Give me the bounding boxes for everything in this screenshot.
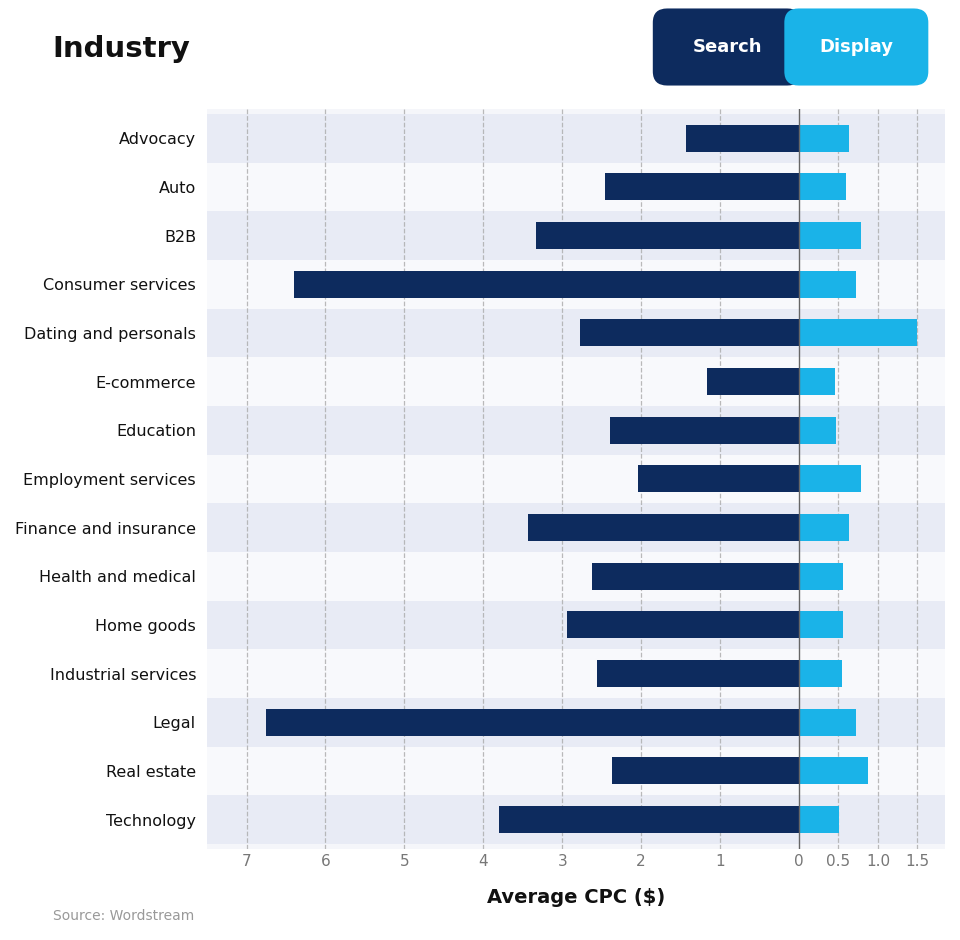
Bar: [592, 563, 799, 589]
Bar: [638, 465, 799, 493]
Bar: [799, 368, 834, 395]
Bar: [207, 697, 945, 746]
Bar: [207, 795, 945, 844]
Bar: [799, 465, 860, 493]
Bar: [708, 368, 799, 395]
Bar: [207, 163, 945, 212]
Bar: [499, 807, 799, 833]
Text: Industry: Industry: [53, 35, 191, 63]
Bar: [207, 259, 945, 308]
Bar: [799, 660, 842, 687]
Bar: [799, 807, 839, 833]
Bar: [799, 222, 861, 249]
Bar: [580, 320, 799, 346]
Text: Display: Display: [819, 38, 894, 56]
Text: Source: Wordstream: Source: Wordstream: [53, 909, 194, 923]
Bar: [528, 514, 799, 540]
Bar: [799, 563, 843, 589]
Text: Search: Search: [692, 38, 762, 56]
Bar: [207, 650, 945, 697]
Bar: [799, 125, 849, 151]
Bar: [207, 552, 945, 601]
Bar: [799, 514, 849, 540]
Bar: [537, 222, 799, 249]
Bar: [605, 174, 799, 200]
Bar: [207, 455, 945, 503]
Bar: [207, 308, 945, 357]
Bar: [266, 709, 799, 736]
X-axis label: Average CPC ($): Average CPC ($): [487, 888, 665, 907]
Bar: [799, 758, 869, 784]
Bar: [207, 212, 945, 259]
Bar: [799, 612, 843, 638]
Bar: [207, 114, 945, 163]
FancyBboxPatch shape: [653, 8, 802, 86]
Bar: [610, 416, 799, 444]
Bar: [207, 601, 945, 650]
Bar: [799, 416, 836, 444]
Bar: [207, 406, 945, 455]
Bar: [207, 746, 945, 795]
Bar: [207, 503, 945, 552]
Bar: [612, 758, 799, 784]
Bar: [799, 174, 847, 200]
Bar: [567, 612, 799, 638]
Bar: [597, 660, 799, 687]
Bar: [799, 709, 855, 736]
Bar: [294, 271, 799, 298]
Bar: [686, 125, 799, 151]
Bar: [799, 320, 917, 346]
Bar: [799, 271, 855, 298]
FancyBboxPatch shape: [784, 8, 928, 86]
Bar: [207, 357, 945, 406]
